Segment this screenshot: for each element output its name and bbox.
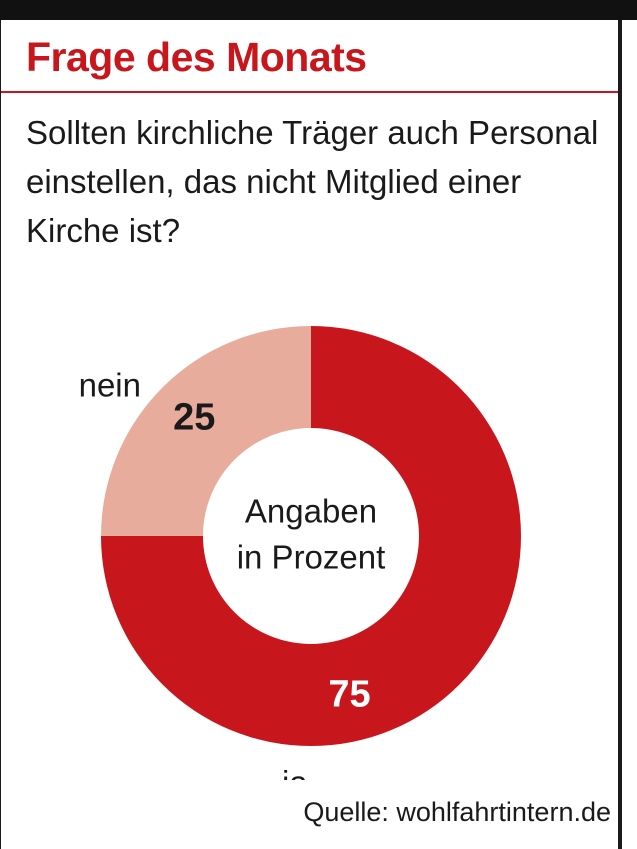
infographic-frame xyxy=(0,20,622,849)
title-divider xyxy=(1,91,618,93)
source-note: Quelle: wohlfahrtintern.de xyxy=(303,797,611,827)
category-label-nein: nein xyxy=(79,366,141,403)
value-label-nein: 25 xyxy=(173,396,215,438)
survey-question: Sollten kirchliche Träger auch Personal … xyxy=(26,114,599,249)
donut-chart: 75 ja 25 nein Angaben in Prozent xyxy=(79,326,521,780)
slice-ja xyxy=(101,326,521,746)
top-bar xyxy=(0,0,637,20)
value-label-ja: 75 xyxy=(328,673,370,715)
category-label-ja: ja xyxy=(281,764,308,780)
page-title: Frage des Monats xyxy=(26,34,367,80)
slice-nein xyxy=(101,326,311,536)
center-label-line: in Prozent xyxy=(237,539,386,576)
center-label-line: Angaben xyxy=(245,493,377,530)
